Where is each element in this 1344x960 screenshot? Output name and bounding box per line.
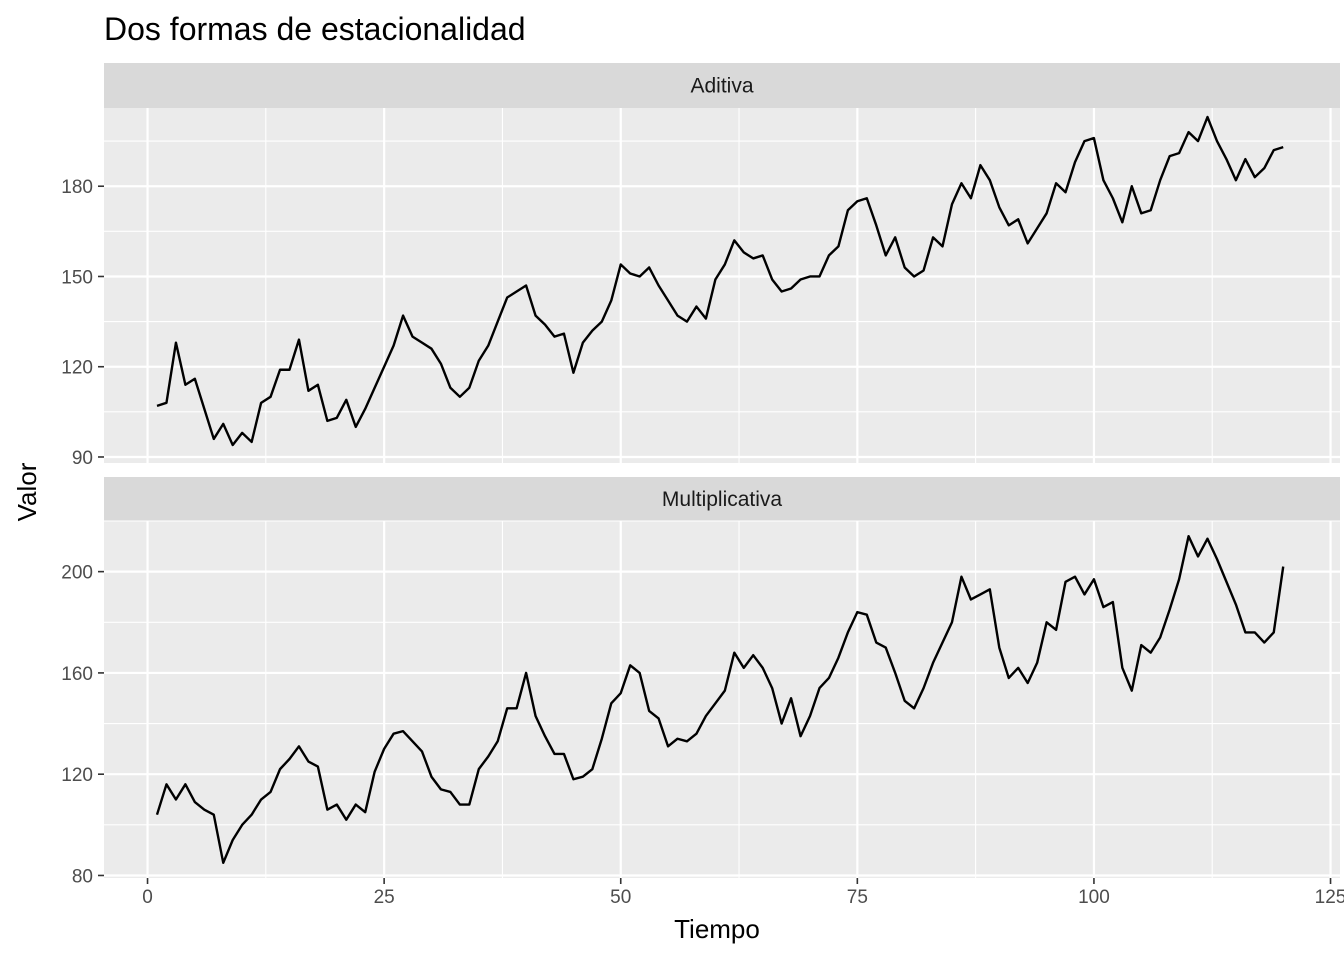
y-axis-aditiva: 90 120 150 180 bbox=[61, 177, 104, 469]
y-tick-label: 120 bbox=[61, 765, 93, 786]
y-tick-label: 90 bbox=[72, 448, 93, 469]
x-tick-label: 25 bbox=[374, 887, 395, 908]
series-line-aditiva bbox=[156, 115, 1284, 447]
y-tick-label: 200 bbox=[61, 563, 93, 584]
y-tick-label: 80 bbox=[72, 866, 93, 887]
series-line-multiplicativa bbox=[155, 534, 1285, 865]
x-tick-label: 125 bbox=[1315, 887, 1344, 908]
y-axis-title: Valor bbox=[12, 462, 42, 521]
gridlines-multiplicativa bbox=[104, 520, 1340, 878]
panel-background-aditiva bbox=[104, 108, 1340, 463]
panel-multiplicativa: Multiplicativa 80 120 160 200 bbox=[61, 477, 1340, 887]
panel-background-multiplicativa bbox=[104, 521, 1340, 878]
x-axis-title: Tiempo bbox=[674, 914, 760, 944]
chart-title: Dos formas de estacionalidad bbox=[104, 11, 526, 47]
x-tick-label: 50 bbox=[610, 887, 631, 908]
gridlines-aditiva bbox=[104, 108, 1340, 463]
y-tick-label: 160 bbox=[61, 664, 93, 685]
x-tick-label: 100 bbox=[1078, 887, 1110, 908]
x-tick-label: 75 bbox=[847, 887, 868, 908]
facet-strip-multiplicativa bbox=[104, 477, 1340, 521]
y-tick-label: 150 bbox=[61, 267, 93, 288]
facet-strip-aditiva bbox=[104, 63, 1340, 108]
facet-label-multiplicativa: Multiplicativa bbox=[662, 488, 783, 511]
panel-aditiva: Aditiva 90 120 150 180 bbox=[61, 63, 1340, 469]
x-tick-label: 0 bbox=[142, 887, 153, 908]
x-axis: 0 25 50 75 100 125 bbox=[142, 878, 1344, 908]
y-tick-label: 120 bbox=[61, 358, 93, 379]
facet-label-aditiva: Aditiva bbox=[690, 75, 753, 98]
y-axis-multiplicativa: 80 120 160 200 bbox=[61, 563, 104, 887]
y-tick-label: 180 bbox=[61, 177, 93, 198]
